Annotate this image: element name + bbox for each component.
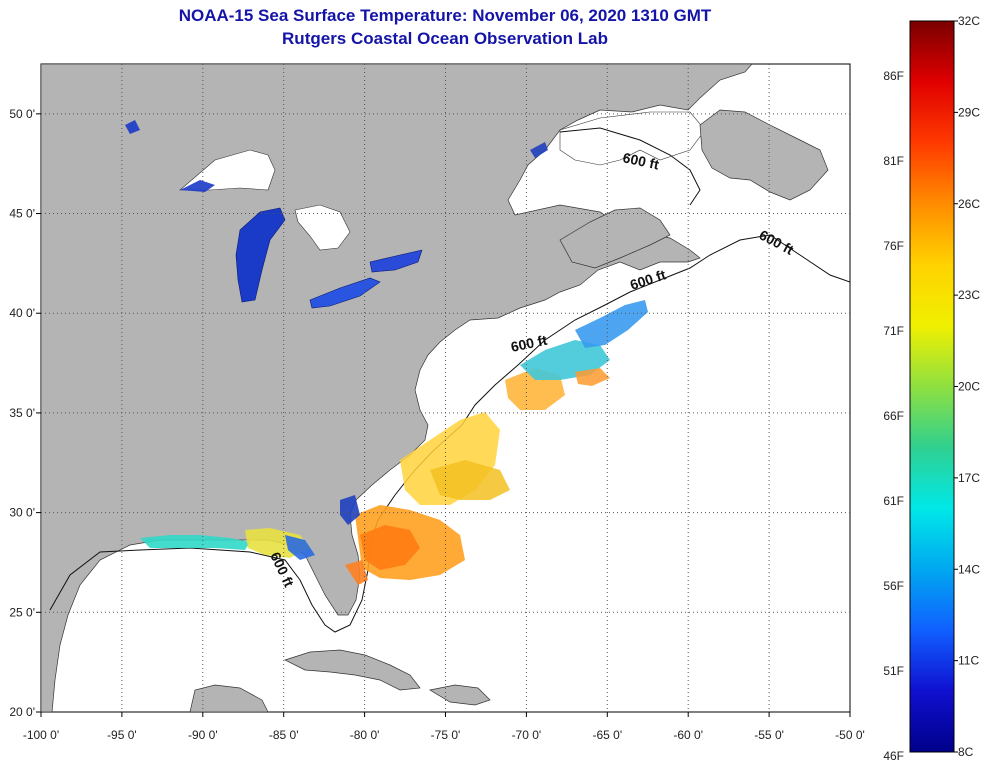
longitude-axis: -100 0' -95 0' -90 0' -85 0' -80 0' -75 0' -70…	[23, 712, 865, 742]
celsius-label: 23C	[958, 288, 980, 302]
lat-tick-label: 45 0'	[9, 207, 35, 221]
lat-tick-label: 50 0'	[9, 107, 35, 121]
celsius-label: 11C	[958, 654, 979, 668]
lon-tick-label: -65 0'	[592, 728, 622, 742]
lat-tick-label: 25 0'	[9, 605, 35, 619]
lake-huron	[294, 204, 351, 251]
latitude-axis: 50 0' 45 0' 40 0' 35 0' 30 0' 25 0' 20 0'	[9, 107, 41, 719]
fahrenheit-label: 51F	[883, 664, 904, 678]
map-title: NOAA-15 Sea Surface Temperature: Novembe…	[178, 6, 712, 25]
depth-label: 600 ft	[621, 149, 660, 172]
sst-data-overlay	[125, 120, 648, 585]
celsius-label: 32C	[958, 14, 980, 28]
lon-tick-label: -95 0'	[107, 728, 137, 742]
celsius-label: 20C	[958, 380, 980, 394]
lon-tick-label: -55 0'	[754, 728, 784, 742]
lon-tick-label: -70 0'	[512, 728, 542, 742]
map-subtitle: Rutgers Coastal Ocean Observation Lab	[282, 29, 608, 48]
fahrenheit-label: 56F	[883, 579, 904, 593]
fahrenheit-label: 81F	[883, 154, 904, 168]
lon-tick-label: -75 0'	[431, 728, 461, 742]
land-yucatan	[189, 684, 269, 712]
land-hispaniola	[429, 684, 491, 706]
lon-tick-label: -50 0'	[835, 728, 865, 742]
graticule	[41, 64, 850, 712]
celsius-label: 14C	[958, 562, 980, 576]
lon-tick-label: -80 0'	[350, 728, 380, 742]
celsius-label: 17C	[958, 471, 980, 485]
land-nova-scotia	[559, 207, 671, 269]
fahrenheit-label: 66F	[883, 409, 904, 423]
depth-label: 600 ft	[509, 332, 548, 355]
lon-tick-label: -100 0'	[23, 728, 59, 742]
lake-superior	[179, 149, 276, 191]
land-newfoundland	[699, 109, 829, 201]
fahrenheit-label: 46F	[883, 749, 904, 763]
land-cuba	[284, 649, 421, 691]
lake-ontario	[369, 249, 423, 273]
fahrenheit-label: 61F	[883, 494, 904, 508]
lake-erie	[309, 277, 381, 309]
lat-tick-label: 35 0'	[9, 406, 35, 420]
lat-tick-label: 20 0'	[9, 705, 35, 719]
lon-tick-label: -60 0'	[673, 728, 703, 742]
celsius-label: 8C	[958, 745, 974, 759]
fahrenheit-label: 71F	[883, 324, 904, 338]
lat-tick-label: 40 0'	[9, 306, 35, 320]
celsius-label: 29C	[958, 105, 980, 119]
colorbar	[909, 20, 955, 753]
fahrenheit-label: 86F	[883, 69, 904, 83]
lat-tick-label: 30 0'	[9, 506, 35, 520]
lake-michigan	[235, 207, 286, 303]
lon-tick-label: -90 0'	[188, 728, 218, 742]
gulf-st-lawrence	[559, 111, 706, 166]
celsius-label: 26C	[958, 197, 980, 211]
lon-tick-label: -85 0'	[269, 728, 299, 742]
colorbar-labels: 32C 29C 26C 23C 20C 17C 14C 11C 8C 86F 81F 76F 71F 66…	[883, 14, 980, 763]
fahrenheit-label: 76F	[883, 239, 904, 253]
depth-contour-gulf	[559, 127, 701, 206]
